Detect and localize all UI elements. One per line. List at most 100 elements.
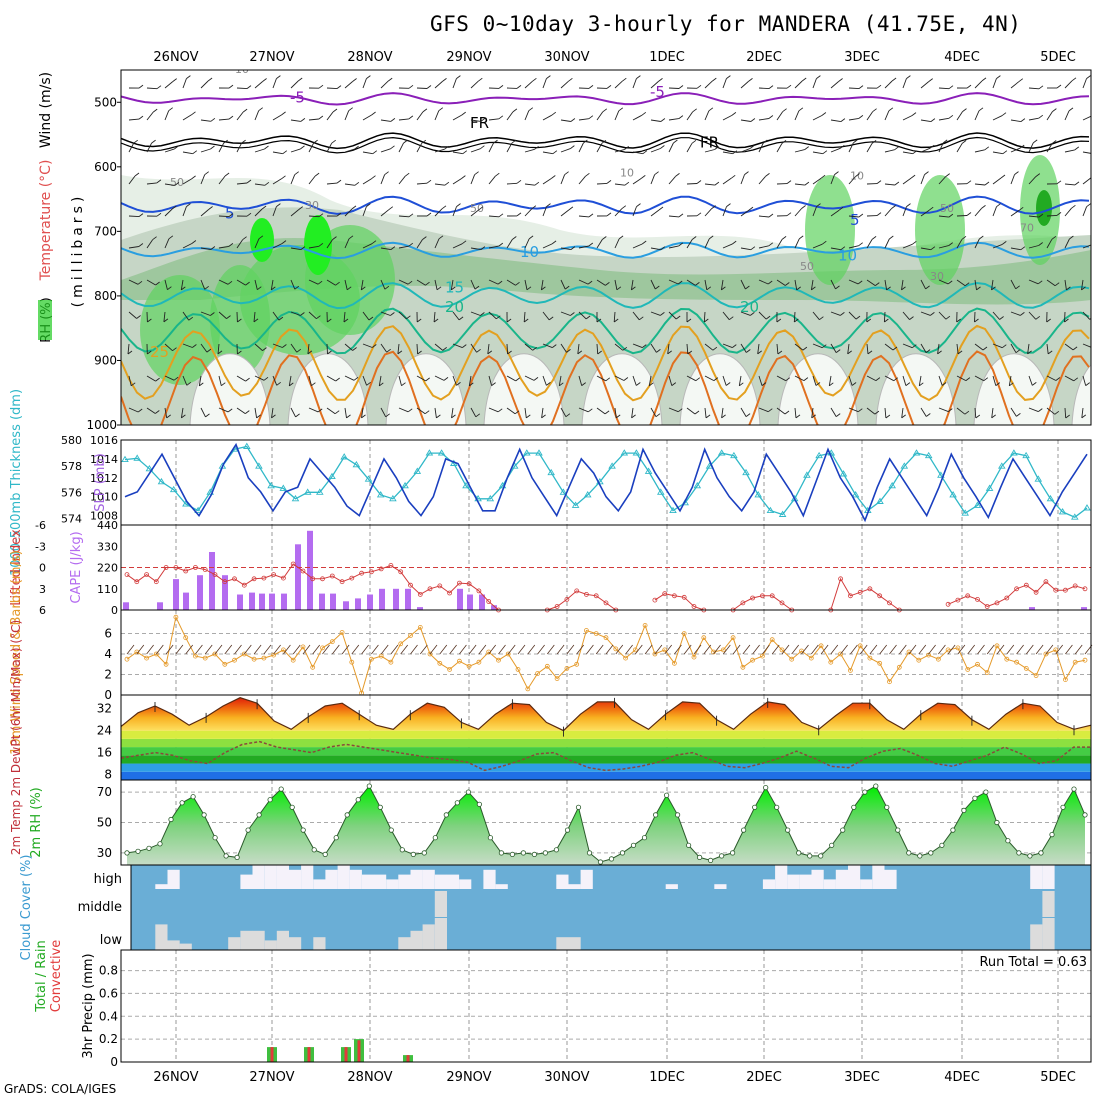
- wind-barb: [740, 81, 749, 89]
- wind-barb-flag: [526, 414, 531, 419]
- lifted-marker: [574, 588, 580, 594]
- thickness-marker: [790, 494, 799, 502]
- wind-barb: [254, 110, 260, 121]
- wind-marker: [769, 637, 775, 643]
- lifted-marker: [144, 572, 150, 577]
- wind-barb: [830, 147, 841, 153]
- wind-barb: [920, 343, 927, 353]
- wind-barb-10m: [605, 644, 614, 655]
- wind-barb-flag: [910, 174, 916, 179]
- wind-barb: [776, 343, 779, 355]
- wind-barb-flag: [714, 181, 720, 186]
- wind-barb-flag: [408, 115, 414, 120]
- wind-barb-flag: [188, 316, 194, 321]
- wind-barb-flag: [585, 315, 591, 320]
- cloud-bar-low: [410, 930, 423, 950]
- wind-barb-flag: [675, 173, 680, 177]
- wind-marker: [808, 655, 814, 661]
- wind-barb: [380, 247, 391, 251]
- wind-barb-flag: [372, 150, 378, 155]
- wind-barb: [200, 311, 211, 316]
- wind-barb: [433, 311, 436, 323]
- wind-barb: [883, 311, 886, 323]
- wind-barb-10m: [928, 644, 936, 655]
- wind-barb: [307, 343, 310, 354]
- wind-barb-flag: [996, 75, 1001, 79]
- wind-barb: [146, 87, 158, 90]
- wind-barb-flag: [857, 280, 863, 285]
- wind-barb-flag: [371, 240, 377, 245]
- wind-barb: [758, 245, 769, 249]
- isotherm-label: 10: [520, 243, 539, 261]
- wind-barb: [416, 111, 424, 121]
- wind-marker: [456, 658, 462, 664]
- lifted-marker: [290, 561, 296, 567]
- wind-barb: [218, 375, 222, 386]
- rh-marker: [928, 850, 934, 856]
- wind-barb: [236, 239, 243, 249]
- wind-barb: [128, 407, 139, 413]
- wind-barb: [488, 175, 496, 185]
- wind-barb-flag: [961, 235, 967, 240]
- thickness-marker: [973, 501, 982, 508]
- wind-barb-10m: [478, 644, 487, 655]
- wind-marker: [1053, 647, 1059, 653]
- thickness-marker: [632, 449, 641, 456]
- wind-barb-flag: [541, 286, 546, 291]
- wind-barb-flag: [729, 316, 734, 321]
- wind-barb-flag: [433, 318, 439, 323]
- wind-barb: [703, 311, 706, 323]
- wind-barb: [848, 245, 859, 249]
- wind-barb-flag: [706, 286, 712, 291]
- wind-barb: [668, 407, 679, 413]
- cloud-bar-high: [434, 874, 447, 889]
- wind-barb-flag: [815, 382, 821, 386]
- wind-barb: [794, 407, 797, 418]
- wind-barb: [812, 177, 822, 185]
- wind-barb: [992, 177, 1002, 185]
- wind-barb-flag: [366, 381, 371, 386]
- wind-barb: [937, 343, 940, 354]
- wind-barb: [848, 375, 853, 386]
- wind-barb-10m: [312, 644, 321, 655]
- wind-barb-flag: [1052, 108, 1057, 112]
- wind-barb: [596, 239, 603, 249]
- wind-barb: [290, 174, 296, 185]
- wind-barb: [344, 407, 347, 418]
- rh-marker: [939, 842, 945, 848]
- wind-barb: [974, 279, 977, 290]
- wind-barb: [254, 208, 263, 217]
- wind-barb: [182, 311, 190, 321]
- wind-marker: [525, 686, 531, 692]
- wind-barb: [560, 407, 567, 417]
- wind-barb: [308, 407, 319, 413]
- wind-barb: [1008, 375, 1012, 386]
- cloud-bar-low: [179, 943, 192, 950]
- wind-barb-10m: [576, 644, 585, 655]
- wind-barb-flag: [804, 146, 809, 150]
- wind-barb: [308, 175, 316, 185]
- isotherm-label: 20: [740, 298, 759, 316]
- rh-marker: [575, 804, 582, 810]
- wind-barb-flag: [548, 316, 554, 321]
- wind-barb-flag: [152, 108, 158, 113]
- wind-barb: [794, 183, 805, 186]
- wind-marker: [681, 631, 687, 636]
- wind-barb: [956, 215, 968, 217]
- thickness-marker: [389, 494, 397, 502]
- thickness-ylabel: 1000-500mb Thickness (dm): [9, 389, 24, 576]
- wind-barb-flag: [156, 85, 162, 90]
- wind-barb-flag: [436, 286, 442, 291]
- wind-barb: [938, 407, 949, 413]
- wind-barb: [830, 119, 841, 123]
- thickness-marker: [937, 471, 945, 478]
- rh-cell: [140, 275, 220, 385]
- wind-barb-flag: [335, 377, 340, 382]
- wind-barb: [938, 176, 947, 185]
- wind-barb-flag: [368, 316, 374, 321]
- wind-barb: [542, 243, 553, 249]
- wind-barb-flag: [966, 212, 972, 216]
- wind-barb-flag: [223, 139, 228, 144]
- wind-barb-flag: [937, 350, 942, 355]
- wind-barb: [830, 343, 837, 353]
